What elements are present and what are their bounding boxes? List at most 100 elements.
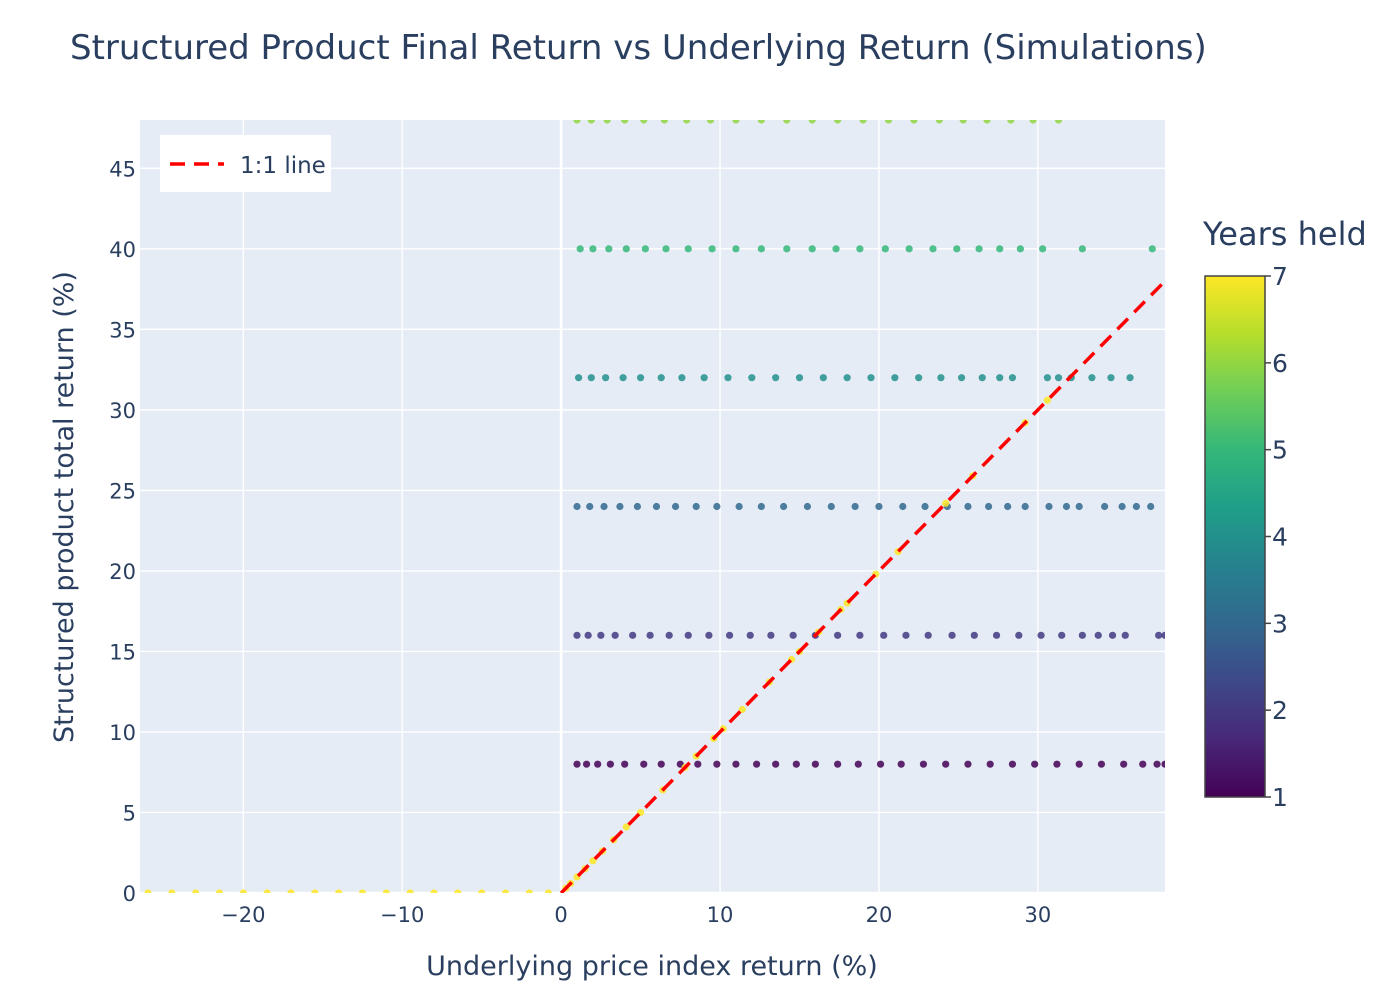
x-tick-label: 30 xyxy=(1025,903,1052,927)
scatter-point xyxy=(478,889,486,893)
scatter-point xyxy=(544,889,553,893)
scatter-point xyxy=(622,245,630,253)
scatter-point xyxy=(851,502,859,511)
scatter-point xyxy=(587,120,595,124)
y-tick-label: 25 xyxy=(109,479,136,503)
scatter-point xyxy=(915,374,923,382)
scatter-point xyxy=(582,760,591,768)
scatter-point xyxy=(985,502,993,511)
scatter-point xyxy=(633,502,642,511)
scatter-point xyxy=(1015,631,1023,639)
scatter-point xyxy=(622,823,630,831)
scatter-point xyxy=(629,631,637,639)
scatter-point xyxy=(854,760,862,768)
scatter-point xyxy=(573,760,581,768)
scatter-point xyxy=(616,502,624,511)
scatter-point xyxy=(953,245,961,253)
scatter-point xyxy=(694,760,702,768)
scatter-point xyxy=(996,374,1004,382)
scatter-point xyxy=(986,760,994,768)
scatter-point xyxy=(1008,374,1017,382)
scatter-point xyxy=(834,120,842,124)
scatter-point xyxy=(1021,502,1029,511)
x-tick-label: −10 xyxy=(380,903,424,927)
scatter-point xyxy=(735,502,743,511)
scatter-point xyxy=(589,245,597,253)
x-tick-label: −20 xyxy=(221,903,265,927)
scatter-point xyxy=(834,631,842,639)
scatter-point xyxy=(168,889,176,893)
scatter-point xyxy=(752,760,761,768)
scatter-point xyxy=(957,374,966,382)
colorbar-title: Years held xyxy=(1202,215,1367,253)
colorbar-tick-label: 1 xyxy=(1272,783,1288,812)
scatter-point xyxy=(573,631,581,639)
scatter-point xyxy=(576,245,584,253)
y-tick-label: 0 xyxy=(123,882,136,906)
colorbar: Years held 1 2 3 4 5 6 7 xyxy=(1202,215,1367,812)
scatter-point xyxy=(970,631,978,639)
scatter-point xyxy=(856,245,864,253)
x-axis-ticks: −20 −10 0 10 20 30 xyxy=(221,903,1051,927)
scatter-point xyxy=(1004,502,1012,511)
scatter-point xyxy=(1108,631,1117,639)
scatter-point xyxy=(1161,760,1165,768)
colorbar-tick-label: 7 xyxy=(1272,262,1288,291)
scatter-point xyxy=(430,889,438,893)
scatter-point xyxy=(959,120,967,124)
scatter-point xyxy=(605,245,613,253)
scatter-point xyxy=(757,120,765,124)
scatter-point xyxy=(772,374,780,382)
scatter-point xyxy=(692,502,700,511)
scatter-point xyxy=(358,889,367,893)
scatter-point xyxy=(713,760,721,768)
scatter-point xyxy=(746,631,754,639)
colorbar-tick-label: 2 xyxy=(1272,696,1288,725)
scatter-point xyxy=(611,631,619,639)
scatter-point xyxy=(192,889,200,893)
scatter-point xyxy=(263,889,271,893)
scatter-point xyxy=(621,760,629,768)
scatter-point xyxy=(783,245,791,253)
scatter-point xyxy=(1147,502,1155,511)
scatter-point xyxy=(875,502,883,511)
scatter-point xyxy=(1054,120,1063,124)
scatter-point xyxy=(732,760,740,768)
y-tick-label: 30 xyxy=(109,399,136,423)
scatter-point xyxy=(964,502,972,511)
y-tick-label: 40 xyxy=(109,238,136,262)
scatter-point xyxy=(708,245,716,253)
scatter-point xyxy=(706,120,715,124)
scatter-point xyxy=(700,374,708,382)
scatter-point xyxy=(996,245,1004,253)
scatter-point xyxy=(603,120,611,124)
scatter-point xyxy=(992,631,1001,639)
scatter-point xyxy=(881,245,889,253)
x-tick-label: 0 xyxy=(554,903,567,927)
x-tick-label: 20 xyxy=(866,903,893,927)
scatter-point xyxy=(586,502,594,511)
scatter-point xyxy=(738,705,746,714)
scatter-point xyxy=(600,502,608,511)
scatter-point xyxy=(1008,760,1017,768)
scatter-point xyxy=(678,374,686,382)
scatter-point xyxy=(1088,374,1096,382)
scatter-point xyxy=(652,502,661,511)
scatter-point xyxy=(1161,631,1165,639)
scatter-point xyxy=(665,631,673,639)
chart-title: Structured Product Final Return vs Under… xyxy=(70,28,1207,68)
scatter-point xyxy=(767,631,775,639)
scatter-point xyxy=(876,760,885,768)
scatter-point xyxy=(657,374,665,382)
scatter-point xyxy=(589,857,597,865)
scatter-point xyxy=(1029,120,1037,124)
scatter-point xyxy=(1120,760,1128,768)
scatter-point xyxy=(606,760,614,768)
data-marks xyxy=(144,120,1165,893)
scatter-point xyxy=(897,760,905,768)
scatter-point xyxy=(684,245,692,253)
scatter-point xyxy=(597,631,605,639)
scatter-point xyxy=(636,374,645,382)
scatter-point xyxy=(975,245,983,253)
scatter-point xyxy=(1043,374,1052,382)
